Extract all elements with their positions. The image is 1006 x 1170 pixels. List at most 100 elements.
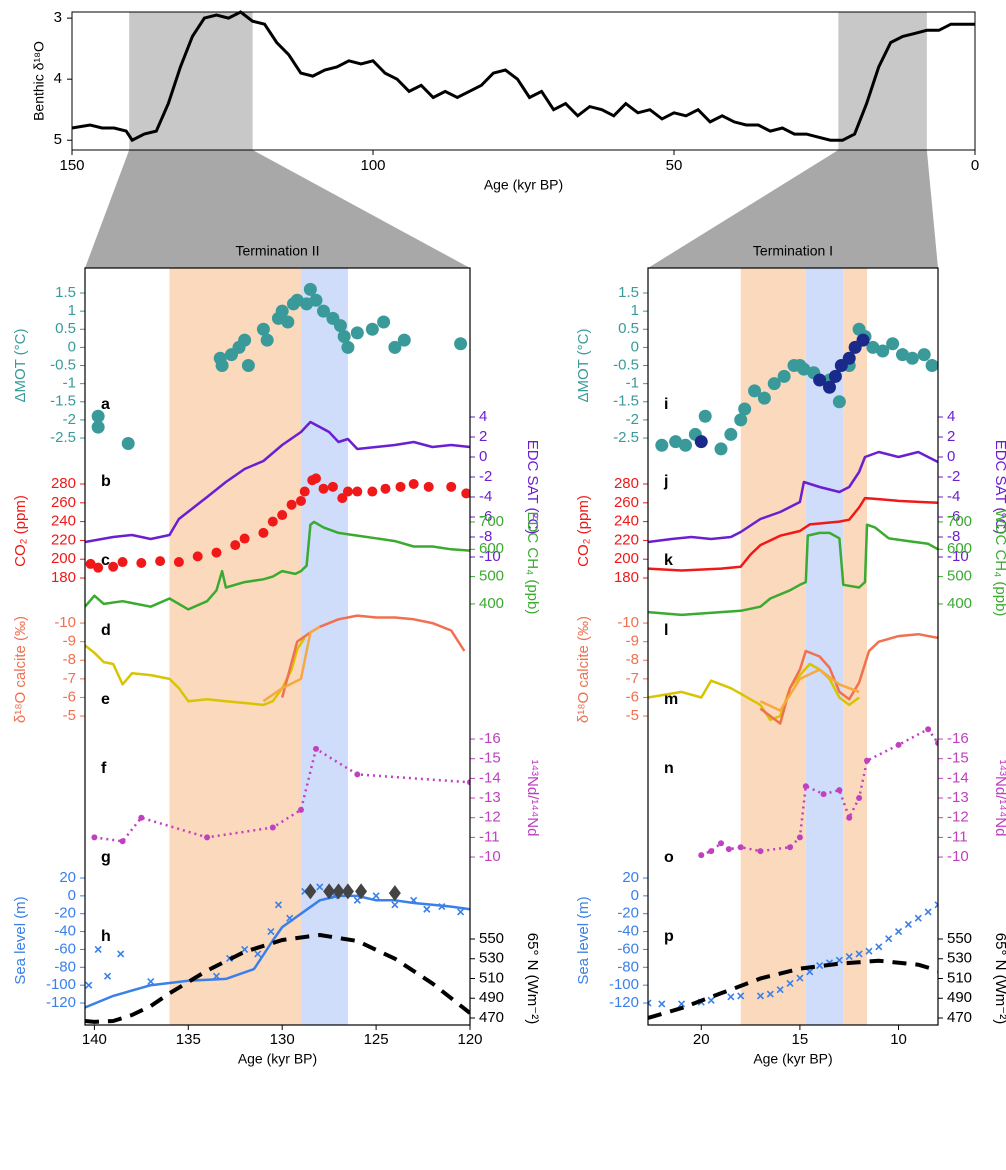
y-tick-label: -6 xyxy=(947,508,960,525)
y-tick-label: 470 xyxy=(479,1009,504,1026)
y-tick-label: 550 xyxy=(947,930,972,947)
data-point xyxy=(311,473,321,484)
data-point xyxy=(727,993,735,1001)
y-tick-label: -2 xyxy=(63,411,76,428)
y-tick-label: -10 xyxy=(617,614,639,631)
panel-letter: l xyxy=(664,622,668,639)
interval-shading xyxy=(805,268,844,1025)
y-axis-label: Sea level (m) xyxy=(575,896,592,984)
y-tick-label: -7 xyxy=(626,670,639,687)
data-point xyxy=(836,787,843,794)
data-point xyxy=(316,883,324,891)
y-tick-label: -0.5 xyxy=(50,356,76,373)
data-point xyxy=(211,547,222,558)
series-line xyxy=(648,523,938,617)
y-tick-label: -2.5 xyxy=(613,429,639,446)
data-point xyxy=(93,562,104,573)
data-point xyxy=(738,402,752,416)
series-line xyxy=(85,520,470,611)
data-point xyxy=(121,436,135,450)
y-tick-label: -100 xyxy=(609,976,639,993)
data-point xyxy=(658,1000,666,1008)
data-point xyxy=(267,516,278,527)
data-point xyxy=(924,908,932,916)
y-tick-label: -8 xyxy=(947,528,960,545)
data-point xyxy=(856,333,870,347)
y-tick-label: -8 xyxy=(626,651,639,668)
data-point xyxy=(820,791,827,798)
data-point xyxy=(734,413,748,427)
y-tick-label: -2 xyxy=(947,468,960,485)
y-tick-label: -80 xyxy=(617,958,639,975)
data-point xyxy=(204,834,211,841)
data-point xyxy=(380,483,391,494)
data-point xyxy=(895,348,909,362)
panel-letter: k xyxy=(664,552,673,569)
series-line xyxy=(759,632,938,725)
panel-letter: o xyxy=(664,849,674,866)
panel-frame xyxy=(84,267,471,1026)
data-point xyxy=(230,540,241,551)
y-tick-label: 200 xyxy=(614,550,639,567)
data-point xyxy=(842,351,856,365)
y-axis-label: ΔMOT (°C) xyxy=(575,328,592,402)
y-axis-label: Benthic δ¹⁸O xyxy=(31,41,47,121)
x-tick-label: 100 xyxy=(360,157,385,174)
data-point xyxy=(277,510,288,521)
data-point xyxy=(241,945,249,954)
data-point xyxy=(832,395,846,409)
x-axis-label: Age (kyr BP) xyxy=(484,177,563,193)
y-axis-label: ¹⁴³Nd/¹⁴⁴Nd xyxy=(992,760,1006,837)
y-tick-label: 4 xyxy=(947,408,955,425)
plot-area xyxy=(85,282,470,1024)
data-point xyxy=(737,992,745,1000)
data-point xyxy=(337,493,348,504)
y-tick-label: -6 xyxy=(63,688,76,705)
data-point xyxy=(875,943,883,951)
y-tick-label: 2 xyxy=(479,428,487,445)
data-point xyxy=(372,892,380,900)
x-tick-label: 130 xyxy=(270,1031,295,1048)
data-point xyxy=(694,435,708,449)
y-tick-label: 4 xyxy=(479,408,487,425)
y-tick-label: -2 xyxy=(479,468,492,485)
y-tick-label: 20 xyxy=(622,869,639,886)
y-tick-label: -11 xyxy=(947,828,968,845)
x-tick-label: 15 xyxy=(792,1031,809,1048)
highlight-span xyxy=(129,12,253,150)
data-point xyxy=(828,369,842,383)
x-axis-label: Age (kyr BP) xyxy=(238,1051,317,1067)
data-point xyxy=(241,359,255,373)
x-tick-label: 20 xyxy=(693,1031,710,1048)
data-point xyxy=(724,427,738,441)
data-point xyxy=(917,348,931,362)
data-point xyxy=(269,824,276,831)
y-tick-label: 0 xyxy=(68,338,76,355)
y-tick-label: -2 xyxy=(626,411,639,428)
series-line xyxy=(85,933,470,1024)
y-tick-label: 500 xyxy=(479,568,504,585)
y-tick-label: -7 xyxy=(63,670,76,687)
data-point xyxy=(258,527,269,538)
data-point xyxy=(297,806,304,813)
data-point xyxy=(669,435,683,449)
data-point xyxy=(309,293,323,307)
y-tick-label: 0 xyxy=(631,338,639,355)
y-tick-label: 600 xyxy=(947,540,972,557)
x-tick-label: 10 xyxy=(890,1031,907,1048)
x-tick-label: 140 xyxy=(82,1031,107,1048)
y-tick-label: -1.5 xyxy=(50,393,76,410)
data-point xyxy=(317,304,331,318)
data-point xyxy=(698,409,712,423)
y-tick-label: 0 xyxy=(947,448,955,465)
y-tick-label: -10 xyxy=(947,548,969,565)
y-tick-label: 0.5 xyxy=(55,320,76,337)
data-point xyxy=(85,981,93,989)
data-point xyxy=(147,978,155,986)
y-tick-label: -10 xyxy=(479,548,501,565)
panel-letter: m xyxy=(664,691,678,708)
data-point xyxy=(748,384,762,398)
data-point xyxy=(935,739,938,746)
panel-title: Termination I xyxy=(753,243,833,259)
y-tick-label: -120 xyxy=(46,994,76,1011)
